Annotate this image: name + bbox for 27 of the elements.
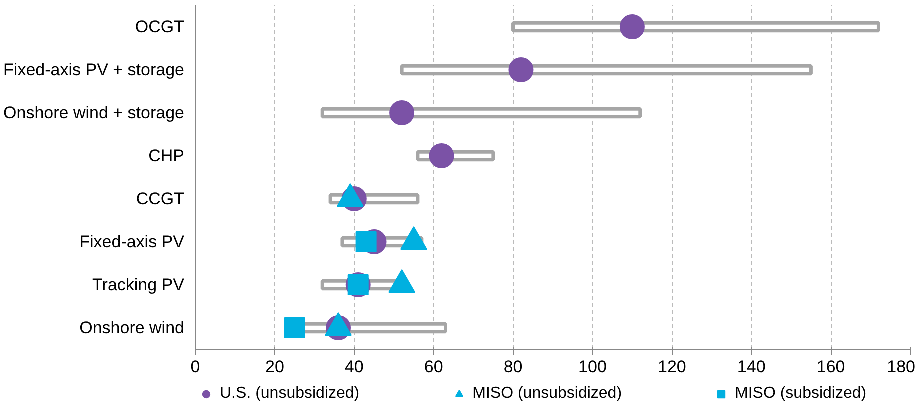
legend-label: MISO (subsidized) bbox=[735, 385, 867, 403]
x-tick-label: 100 bbox=[578, 358, 607, 376]
point bbox=[390, 100, 415, 126]
y-tick-label: CHP bbox=[148, 146, 185, 166]
x-tick-label: 120 bbox=[658, 358, 686, 376]
y-tick-label: Onshore wind + storage bbox=[4, 104, 185, 122]
point bbox=[508, 58, 534, 82]
y-tick-label: Tracking PV bbox=[92, 276, 186, 294]
y-tick-label: OCGT bbox=[135, 18, 184, 36]
point bbox=[284, 318, 306, 338]
y-tick-label: CCGT bbox=[136, 190, 185, 208]
x-tick-label: 140 bbox=[737, 358, 766, 376]
y-tick-label: Onshore wind bbox=[80, 318, 184, 338]
x-tick-label: 20 bbox=[265, 358, 284, 376]
x-tick-label: 60 bbox=[424, 358, 444, 376]
point bbox=[429, 144, 454, 168]
x-tick-label: 0 bbox=[190, 358, 200, 376]
point bbox=[620, 14, 645, 40]
x-tick-label: 180 bbox=[887, 358, 916, 376]
legend-label: MISO (unsubsidized) bbox=[472, 385, 622, 403]
x-tick-label: 80 bbox=[504, 358, 523, 376]
legend-label: U.S. (unsubsidized) bbox=[220, 385, 360, 403]
y-tick-label: Fixed-axis PV bbox=[80, 232, 186, 252]
point bbox=[356, 232, 377, 252]
y-tick-label: Fixed-axis PV + storage bbox=[4, 60, 185, 80]
x-tick-label: 40 bbox=[344, 358, 364, 376]
x-tick-label: 160 bbox=[816, 358, 846, 376]
